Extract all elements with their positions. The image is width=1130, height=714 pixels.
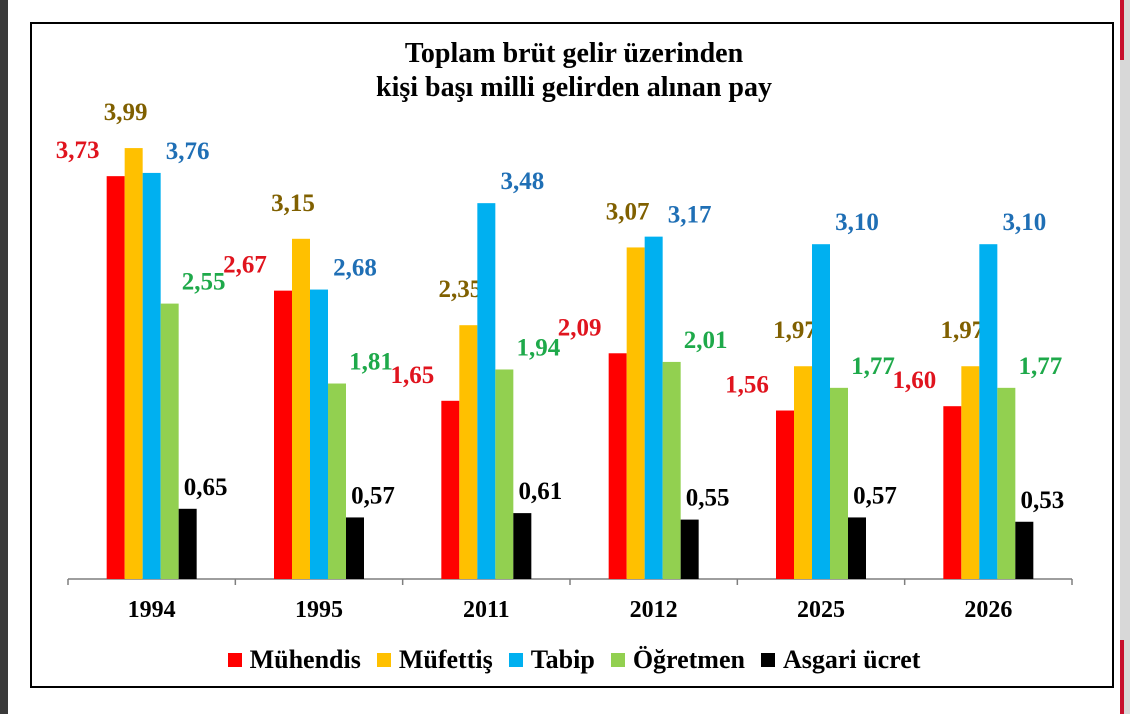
data-label: 3,48: [500, 168, 544, 195]
data-label: 0,55: [686, 485, 730, 512]
bar-tabip-2011: [477, 203, 496, 579]
bar-m-hendis-2026: [943, 406, 962, 579]
legend-label: Öğretmen: [632, 645, 745, 674]
data-label: 3,15: [271, 190, 315, 217]
legend-item: Mühendis: [227, 645, 361, 675]
bar-asgari-cret-2025: [848, 517, 866, 579]
legend-label: Müfettiş: [398, 645, 493, 674]
bar--retmen-2026: [997, 387, 1016, 579]
legend-label: Asgari ücret: [782, 645, 921, 674]
bar-m-hendis-2012: [608, 353, 627, 579]
data-label: 2,35: [438, 276, 482, 303]
x-tick-label: 2012: [630, 597, 678, 623]
legend-swatch: [610, 653, 625, 667]
data-label: 0,65: [184, 474, 228, 501]
bar--retmen-2012: [662, 361, 681, 579]
legend-label: Tabip: [530, 645, 595, 674]
chart-legend: Mühendis Müfettiş Tabip Öğretmen Asgari ücre…: [32, 640, 1116, 680]
right-edge-bar: [1120, 0, 1130, 714]
data-label: 1,97: [940, 317, 984, 344]
bar-tabip-2012: [644, 236, 663, 579]
bar-m-fetti--2025: [794, 366, 812, 579]
data-label: 1,97: [773, 317, 817, 344]
data-label: 0,61: [518, 478, 562, 505]
bar-m-fetti--2011: [459, 325, 478, 579]
bar-m-fetti--1994: [124, 148, 143, 579]
legend-swatch: [760, 653, 775, 667]
data-label: 3,07: [606, 198, 650, 225]
bar-m-hendis-2025: [776, 410, 794, 579]
data-label: 2,01: [684, 327, 728, 354]
legend-label: Mühendis: [249, 645, 361, 674]
bar-asgari-cret-2012: [680, 519, 699, 579]
data-label: 1,65: [390, 362, 434, 389]
legend-swatch: [227, 653, 242, 667]
legend-item: Tabip: [508, 645, 595, 675]
data-label: 1,94: [516, 334, 560, 361]
bar-m-fetti--2026: [961, 366, 980, 579]
data-label: 2,68: [333, 255, 377, 282]
data-label: 1,56: [725, 372, 769, 399]
bar-asgari-cret-1994: [178, 508, 197, 579]
bar-asgari-cret-2026: [1015, 521, 1034, 579]
data-label: 3,10: [835, 209, 879, 236]
data-label: 2,09: [558, 314, 602, 341]
chart-subtitle: kişi başı milli gelirden alınan pay: [376, 72, 772, 103]
data-label: 2,55: [182, 269, 226, 296]
bar-tabip-1995: [310, 289, 328, 579]
right-edge-accent: [1120, 0, 1124, 60]
data-label: 0,57: [351, 482, 395, 509]
bar-chart: 3,733,99 3,76 2,55 0,65 1994 2,67 3,15 2,68 1,81…: [56, 99, 1073, 623]
x-tick-label: 2026: [964, 597, 1012, 623]
data-label: 3,73: [56, 137, 100, 164]
data-label: 0,57: [853, 482, 897, 509]
data-label: 0,53: [1020, 487, 1064, 514]
legend-swatch: [508, 653, 523, 667]
chart-frame: Toplam brüt gelir üzerinden kişi başı mi…: [30, 22, 1114, 688]
bar--retmen-1995: [328, 383, 346, 579]
legend-swatch: [376, 653, 391, 667]
data-label: 3,99: [104, 99, 148, 126]
data-label: 1,77: [1018, 353, 1062, 380]
data-label: 1,77: [851, 353, 895, 380]
bar-asgari-cret-2011: [513, 513, 532, 579]
bar-tabip-2026: [979, 244, 998, 579]
data-label: 2,67: [223, 252, 267, 279]
legend-item: Müfettiş: [376, 645, 493, 675]
bar-m-hendis-2011: [441, 400, 460, 579]
x-tick-label: 2025: [797, 597, 845, 623]
bar-tabip-2025: [812, 244, 830, 579]
legend-item: Öğretmen: [610, 645, 745, 675]
x-tick-label: 2011: [463, 597, 510, 623]
bar-tabip-1994: [142, 172, 161, 580]
bar--retmen-2011: [495, 369, 514, 579]
bar-m-fetti--2012: [626, 247, 645, 579]
bar-m-fetti--1995: [292, 238, 310, 580]
data-label: 3,17: [668, 202, 712, 229]
bar-m-hendis-1995: [274, 290, 292, 579]
x-tick-label: 1995: [295, 597, 343, 623]
data-label: 3,10: [1002, 209, 1046, 236]
bar--retmen-1994: [160, 303, 179, 579]
x-tick-label: 1994: [128, 597, 176, 623]
left-edge-bar: [0, 0, 8, 714]
legend-item: Asgari ücret: [760, 645, 921, 675]
data-label: 1,81: [349, 349, 393, 376]
data-label: 1,60: [892, 367, 936, 394]
bar-m-hendis-1994: [106, 176, 125, 579]
chart-title: Toplam brüt gelir üzerinden: [404, 38, 744, 69]
bar--retmen-2025: [830, 387, 848, 579]
bar-asgari-cret-1995: [346, 517, 364, 579]
right-edge-accent-bottom: [1120, 640, 1124, 714]
data-label: 3,76: [166, 138, 210, 165]
